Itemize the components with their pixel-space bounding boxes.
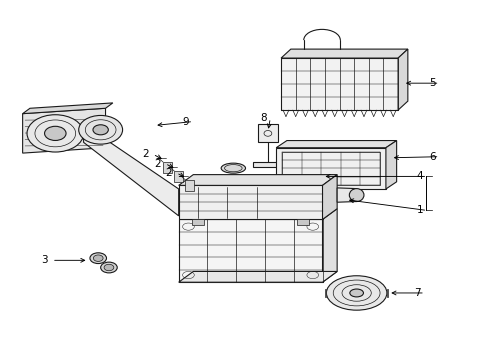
Ellipse shape [349,289,363,297]
Text: 1: 1 [416,206,423,216]
Ellipse shape [93,255,103,261]
Polygon shape [281,58,397,110]
Polygon shape [281,49,407,58]
Polygon shape [336,188,356,202]
Ellipse shape [27,115,83,152]
Polygon shape [178,185,322,220]
Polygon shape [83,125,178,216]
Polygon shape [178,175,336,185]
Ellipse shape [221,163,245,173]
Polygon shape [397,49,407,110]
Polygon shape [386,289,387,297]
Text: 2: 2 [142,149,149,159]
Polygon shape [178,220,322,282]
Polygon shape [276,140,396,148]
Polygon shape [178,271,336,282]
Text: 5: 5 [428,78,435,88]
Ellipse shape [93,125,108,135]
Polygon shape [325,289,326,297]
Text: 8: 8 [259,113,266,123]
Text: 4: 4 [416,171,423,181]
Polygon shape [22,103,113,114]
Polygon shape [174,171,183,182]
Text: 7: 7 [413,288,420,298]
Polygon shape [185,180,194,191]
Polygon shape [253,162,282,167]
Polygon shape [163,162,171,173]
Text: 2: 2 [165,168,172,178]
Ellipse shape [90,253,106,264]
Polygon shape [22,108,105,153]
Polygon shape [297,220,308,225]
Ellipse shape [326,276,386,310]
Polygon shape [322,175,336,220]
Polygon shape [276,148,385,189]
Polygon shape [322,209,336,282]
Text: 9: 9 [183,117,189,127]
Ellipse shape [79,116,122,144]
Ellipse shape [44,126,66,140]
Ellipse shape [104,264,114,271]
Ellipse shape [348,189,363,202]
Polygon shape [385,140,396,189]
Text: 6: 6 [428,152,435,162]
Polygon shape [258,125,277,142]
Polygon shape [192,220,203,225]
Text: 2: 2 [154,158,161,168]
Text: 3: 3 [41,255,48,265]
Ellipse shape [101,262,117,273]
